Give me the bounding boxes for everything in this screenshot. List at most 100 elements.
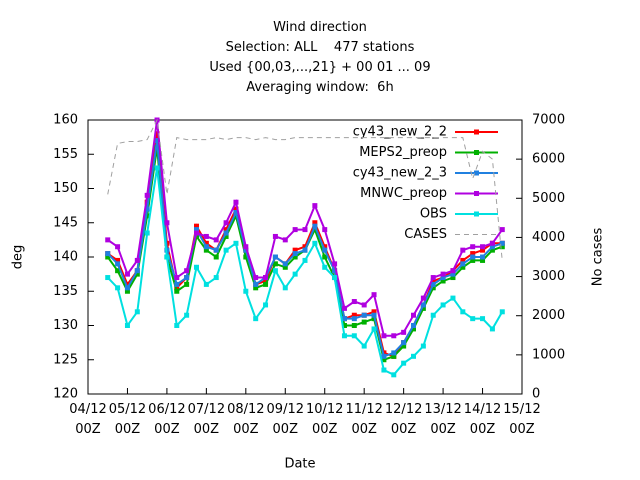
data-point — [203, 281, 209, 287]
data-point — [282, 237, 288, 243]
legend-label: OBS — [420, 207, 447, 222]
data-point — [253, 285, 259, 291]
data-point — [401, 360, 407, 366]
data-point — [480, 247, 486, 253]
data-point — [430, 312, 436, 318]
data-point — [499, 309, 505, 315]
y-tick-label: 135 — [53, 284, 78, 299]
data-point — [489, 244, 495, 250]
data-point — [450, 268, 456, 274]
data-point — [381, 357, 387, 363]
data-point — [371, 326, 377, 332]
x-tick-label: 08/12 00Z — [227, 402, 265, 437]
data-point — [381, 367, 387, 373]
data-point — [440, 275, 446, 281]
data-point — [332, 261, 338, 267]
data-point — [272, 254, 278, 260]
data-point — [223, 230, 229, 236]
data-point — [401, 340, 407, 346]
data-point — [411, 326, 416, 332]
data-point — [263, 275, 269, 281]
data-point — [371, 312, 377, 318]
data-point — [253, 275, 259, 281]
data-point — [105, 251, 111, 257]
y-tick-label: 130 — [53, 318, 78, 333]
data-point — [401, 343, 407, 349]
data-point — [243, 254, 249, 260]
data-point — [115, 268, 121, 274]
data-point — [213, 275, 219, 281]
data-point — [174, 323, 180, 328]
data-point — [233, 240, 239, 246]
data-point — [322, 244, 328, 250]
x-tick-label: 12/12 00Z — [384, 402, 423, 437]
data-point — [470, 316, 476, 322]
y2-tick-label: 1000 — [532, 347, 565, 362]
data-point — [440, 302, 446, 308]
data-point — [124, 288, 130, 294]
data-point — [411, 312, 416, 318]
data-point — [282, 261, 288, 267]
data-point — [292, 271, 298, 277]
data-point — [460, 247, 466, 253]
data-point — [302, 247, 308, 253]
x-tick-label: 10/12 00Z — [305, 402, 344, 437]
data-point — [470, 254, 476, 260]
data-point — [292, 247, 298, 253]
legend-marker — [474, 170, 479, 176]
data-point — [223, 247, 229, 253]
data-point — [480, 254, 486, 260]
data-point — [263, 278, 269, 284]
data-point — [233, 209, 239, 215]
data-point — [292, 251, 298, 257]
data-point — [489, 247, 495, 253]
data-point — [223, 227, 229, 233]
data-point — [282, 264, 288, 270]
data-point — [105, 275, 111, 281]
data-point — [460, 264, 466, 270]
data-point — [174, 281, 180, 287]
legend-label: cy43_new_2_3 — [353, 166, 447, 181]
data-point — [499, 227, 505, 233]
data-point — [282, 285, 288, 291]
data-point — [105, 237, 111, 243]
data-point — [253, 316, 259, 322]
data-point — [450, 275, 456, 281]
data-point — [174, 288, 180, 294]
data-point — [194, 227, 199, 233]
y-tick-label: 140 — [53, 250, 78, 265]
data-point — [322, 254, 328, 260]
x-tick-label: 07/12 00Z — [187, 402, 226, 437]
data-point — [184, 312, 190, 318]
data-point — [203, 233, 209, 239]
data-point — [470, 244, 476, 250]
data-point — [312, 227, 318, 233]
data-point — [263, 302, 269, 308]
y2-tick-label: 4000 — [532, 230, 565, 245]
data-point — [194, 223, 199, 229]
data-point — [420, 343, 426, 349]
data-point — [203, 240, 209, 246]
data-point — [351, 323, 357, 328]
series-line — [107, 118, 503, 261]
data-point — [134, 271, 140, 277]
data-point — [351, 299, 357, 305]
data-point — [420, 302, 426, 308]
data-point — [341, 305, 347, 311]
data-point — [302, 227, 308, 233]
data-point — [263, 281, 269, 287]
data-point — [272, 261, 278, 267]
data-point — [134, 309, 140, 315]
data-point — [292, 227, 298, 233]
data-point — [223, 220, 229, 226]
data-point — [203, 244, 209, 250]
data-point — [371, 292, 377, 298]
data-point — [233, 199, 239, 205]
y-tick-label: 150 — [53, 181, 78, 196]
data-point — [115, 285, 121, 291]
data-point — [164, 220, 170, 226]
data-point — [460, 257, 466, 263]
data-point — [420, 305, 426, 311]
data-point — [292, 254, 298, 260]
